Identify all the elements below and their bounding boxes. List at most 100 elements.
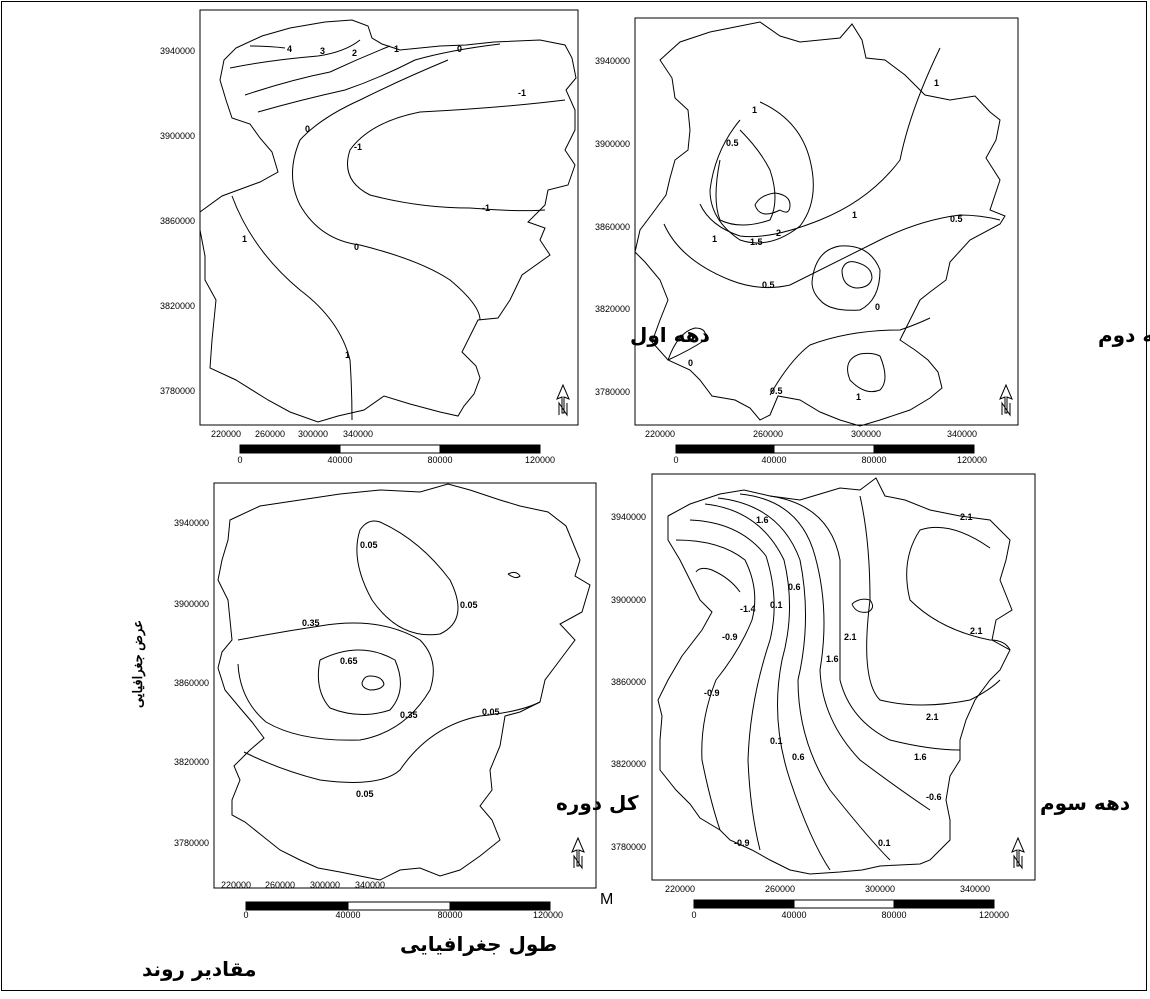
y-tick: 3940000 (174, 518, 209, 528)
contour-label: -1.4 (740, 604, 756, 614)
y-tick: 3780000 (174, 838, 209, 848)
panel-title-decade-3: دهه سوم (1040, 791, 1130, 815)
x-tick: 300000 (298, 429, 328, 439)
panel-frame (634, 17, 1019, 426)
scale-label: 80000 (861, 455, 886, 465)
panel-title-decade-1: دهه اول (630, 323, 710, 347)
contour-label: 0.6 (788, 582, 801, 592)
x-tick: 340000 (947, 429, 977, 439)
contour-label: 0.05 (460, 600, 478, 610)
y-tick: 3940000 (160, 46, 195, 56)
contour-label: 0 (305, 124, 310, 134)
scale-label: 80000 (427, 455, 452, 465)
contour-label: -0.9 (734, 838, 750, 848)
y-tick: 3820000 (595, 304, 630, 314)
x-tick: 220000 (645, 429, 675, 439)
y-tick: 3900000 (595, 139, 630, 149)
contour-label: -1 (354, 142, 362, 152)
study-area-outline (199, 19, 577, 423)
scale-label: 80000 (437, 910, 462, 920)
panel-frame (199, 9, 579, 426)
x-tick: 340000 (960, 884, 990, 894)
contour-label: 1 (394, 44, 399, 54)
scale-label: 0 (243, 910, 248, 920)
contour-label: 0.5 (762, 280, 775, 290)
contour-label: 1 (856, 392, 861, 402)
scale-label: 120000 (533, 910, 563, 920)
x-tick: 300000 (851, 429, 881, 439)
scale-bar: 0 40000 80000 120000 (237, 444, 555, 465)
y-tick: 3900000 (160, 131, 195, 141)
contour-label: 2.1 (926, 712, 939, 722)
x-tick: 260000 (753, 429, 783, 439)
contour-label: 4 (287, 44, 292, 54)
x-tick: 260000 (255, 429, 285, 439)
north-arrow-icon (999, 383, 1013, 417)
x-tick: 260000 (765, 884, 795, 894)
panel-frame (651, 473, 1036, 881)
x-tick-labels: 220000 260000 300000 340000 (211, 429, 373, 439)
x-tick-labels: 220000 260000 300000 340000 (221, 880, 385, 890)
contour-label: 0.1 (770, 736, 783, 746)
scale-label: 0 (673, 455, 678, 465)
contour-label: 1 (852, 210, 857, 220)
y-tick-labels: 3940000 3900000 3860000 3820000 3780000 (174, 518, 209, 848)
study-area-outline (657, 477, 1013, 875)
y-tick-labels: 3940000 3900000 3860000 3820000 3780000 (595, 56, 630, 397)
contour-label: -1 (482, 203, 490, 213)
scale-label: 120000 (979, 910, 1009, 920)
x-tick: 300000 (865, 884, 895, 894)
contour-lines (237, 520, 541, 783)
contour-label: 1 (345, 350, 350, 360)
y-tick: 3860000 (595, 222, 630, 232)
contour-label: 0.6 (792, 752, 805, 762)
x-tick: 340000 (355, 880, 385, 890)
y-tick: 3780000 (595, 387, 630, 397)
scale-label: 0 (691, 910, 696, 920)
x-tick: 340000 (343, 429, 373, 439)
contour-label: 1.6 (756, 515, 769, 525)
contour-label: 0 (688, 358, 693, 368)
scale-label: 80000 (881, 910, 906, 920)
contour-label: 1 (712, 234, 717, 244)
scale-label: 40000 (327, 455, 352, 465)
contour-label: 0 (457, 44, 462, 54)
scale-label: 40000 (761, 455, 786, 465)
contour-label: 0.5 (726, 138, 739, 148)
unit-label: M (600, 891, 613, 908)
y-tick: 3820000 (174, 757, 209, 767)
y-tick: 3940000 (595, 56, 630, 66)
x-tick: 220000 (665, 884, 695, 894)
contour-label: 2.1 (970, 626, 983, 636)
contour-label: 0.35 (400, 710, 418, 720)
y-tick: 3900000 (611, 595, 646, 605)
y-tick: 3820000 (611, 759, 646, 769)
study-area-outline (217, 483, 591, 881)
north-arrow-icon (1011, 836, 1025, 870)
contour-label: 0.35 (302, 618, 320, 628)
y-tick: 3860000 (611, 677, 646, 687)
contour-label: 0 (354, 242, 359, 252)
scale-bar: 0 40000 80000 120000 (243, 901, 563, 920)
y-axis-title: عرض جغرافیایی (130, 620, 146, 708)
north-arrow-icon (556, 383, 570, 417)
contour-label: 3 (320, 46, 325, 56)
contour-label: 2 (776, 228, 781, 238)
panel-full-period: 0.05 0.05 0.35 0.65 0.35 0.05 0.05 39400… (174, 482, 597, 920)
study-area-outline (634, 21, 1006, 427)
contour-label: 0.5 (770, 386, 783, 396)
y-tick: 3860000 (160, 216, 195, 226)
contour-lines (229, 39, 566, 421)
scale-label: 120000 (525, 455, 555, 465)
panel-decade-2: 1 1 0.5 2 1.5 1 1 0.5 0.5 0 0 0.5 1 3940… (595, 17, 1019, 465)
x-tick: 220000 (221, 880, 251, 890)
x-tick: 260000 (265, 880, 295, 890)
contour-label: 0.05 (482, 707, 500, 717)
contour-label: 0.5 (950, 214, 963, 224)
scale-label: 0 (237, 455, 242, 465)
contour-labels: 0.05 0.05 0.35 0.65 0.35 0.05 0.05 (302, 540, 500, 799)
contour-label: 0.65 (340, 656, 358, 666)
panel-title-full-period: کل دوره (556, 791, 639, 815)
scale-bar: 0 40000 80000 120000 (673, 444, 987, 465)
